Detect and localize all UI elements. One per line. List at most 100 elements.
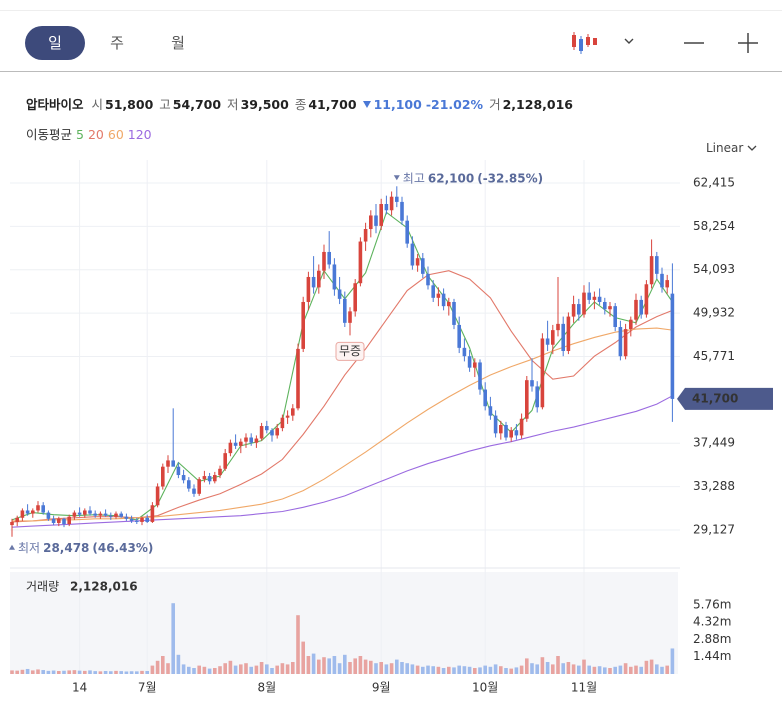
scale-label: Linear bbox=[706, 141, 744, 155]
candle-body bbox=[629, 319, 633, 330]
volume-bar bbox=[223, 663, 227, 674]
volume-bar bbox=[665, 665, 669, 674]
volume-bar bbox=[285, 664, 290, 674]
candle-body bbox=[514, 430, 519, 436]
candle-body bbox=[571, 304, 576, 317]
candle-body bbox=[254, 438, 259, 443]
volume-bar bbox=[135, 671, 139, 674]
volume-bar bbox=[327, 658, 331, 674]
volume-bar bbox=[389, 663, 394, 674]
volume-bar bbox=[10, 670, 14, 674]
candle-body bbox=[353, 283, 357, 312]
volume-tick-label: 2.88m bbox=[693, 632, 731, 646]
summary-label: 저 bbox=[227, 97, 239, 112]
volume-bar bbox=[467, 666, 472, 674]
ma-legend-entry: 20 bbox=[87, 127, 104, 142]
volume-bar bbox=[145, 671, 149, 674]
candle-body bbox=[181, 475, 186, 481]
volume-bar bbox=[155, 660, 160, 674]
candle-body bbox=[603, 301, 607, 310]
summary-value: 39,500 bbox=[240, 97, 289, 112]
volume-bar bbox=[98, 671, 103, 674]
candle-body bbox=[582, 292, 586, 315]
x-tick-label: 14 bbox=[72, 681, 87, 695]
toolbar-icons bbox=[572, 32, 758, 54]
volume-bar bbox=[124, 671, 129, 674]
candle-body bbox=[109, 515, 113, 517]
candle-body bbox=[535, 386, 539, 408]
volume-bar bbox=[249, 666, 253, 674]
candle-body bbox=[332, 264, 337, 290]
tab-week[interactable]: 주 bbox=[110, 34, 124, 52]
candle-body bbox=[62, 518, 66, 525]
candle-body bbox=[415, 258, 420, 266]
zoom-in[interactable] bbox=[738, 33, 758, 53]
candle-body bbox=[426, 273, 430, 286]
candle-body bbox=[363, 229, 368, 242]
candle-body bbox=[405, 220, 409, 244]
candle-body bbox=[665, 280, 669, 288]
y-tick-label: 33,288 bbox=[693, 479, 735, 493]
chart-type-button[interactable] bbox=[572, 32, 597, 54]
candle-body bbox=[140, 517, 144, 522]
candle-body bbox=[306, 276, 311, 302]
ma-legend-entry: 60 bbox=[107, 127, 124, 142]
candle-body bbox=[275, 428, 279, 436]
y-tick-label: 49,932 bbox=[693, 306, 735, 320]
volume-bar bbox=[109, 671, 113, 674]
candle-body bbox=[499, 424, 503, 434]
tab-day[interactable]: 일 bbox=[25, 26, 85, 60]
candle-body bbox=[436, 293, 441, 298]
volume-bar bbox=[259, 662, 264, 674]
candle-body bbox=[270, 430, 274, 436]
volume-bar bbox=[51, 670, 56, 674]
volume-bar bbox=[504, 668, 508, 674]
volume-bar bbox=[254, 665, 259, 674]
moving-average-line bbox=[11, 270, 673, 523]
candle-body bbox=[223, 453, 227, 469]
volume-bar bbox=[72, 670, 77, 674]
tab-month[interactable]: 월 bbox=[171, 34, 185, 52]
candle-body bbox=[551, 330, 555, 345]
candle-body bbox=[197, 479, 201, 494]
volume-bar bbox=[337, 663, 342, 674]
volume-bar bbox=[239, 664, 243, 674]
volume-bar bbox=[493, 664, 498, 674]
candle-body bbox=[233, 442, 238, 446]
candle-body bbox=[545, 338, 550, 345]
candle-body bbox=[379, 204, 383, 226]
volume-bar bbox=[20, 669, 25, 674]
candle-body bbox=[285, 415, 290, 418]
candle-body bbox=[618, 327, 623, 357]
x-tick-label: 10월 bbox=[472, 681, 498, 695]
volume-tick-label: 1.44m bbox=[693, 649, 731, 663]
candle-body bbox=[10, 521, 14, 526]
candle-body bbox=[447, 301, 451, 307]
volume-bar bbox=[566, 662, 571, 674]
volume-bar bbox=[322, 657, 326, 674]
volume-bar bbox=[67, 670, 71, 674]
candle-body bbox=[660, 273, 664, 288]
volume-bar bbox=[535, 664, 539, 674]
candle-body bbox=[322, 251, 326, 271]
change-value: 11,100 bbox=[373, 97, 422, 112]
scale-mode[interactable]: Linear bbox=[706, 141, 757, 155]
dropdown-chevron[interactable] bbox=[624, 38, 634, 44]
candle-body bbox=[67, 516, 71, 525]
annotation-label: 최고 bbox=[403, 171, 425, 185]
volume-bar bbox=[343, 654, 347, 674]
candle-body bbox=[623, 329, 628, 357]
x-tick-label: 9월 bbox=[372, 681, 391, 695]
toolbar: 일 주 월 bbox=[0, 10, 782, 72]
volume-bar bbox=[384, 664, 389, 674]
volume-bar bbox=[561, 663, 565, 674]
candle-body bbox=[400, 201, 404, 221]
candle-body bbox=[114, 513, 118, 517]
candle-body bbox=[337, 289, 342, 299]
candle-body bbox=[509, 430, 513, 438]
volume-bar bbox=[270, 668, 274, 674]
volume-bar bbox=[244, 663, 248, 674]
quote-header: 압타바이오 시 51,800 고 54,700 저 39,500 종 41,700 11,100-… bbox=[26, 94, 579, 113]
volume-bar bbox=[192, 668, 196, 674]
volume-bar bbox=[57, 671, 61, 674]
